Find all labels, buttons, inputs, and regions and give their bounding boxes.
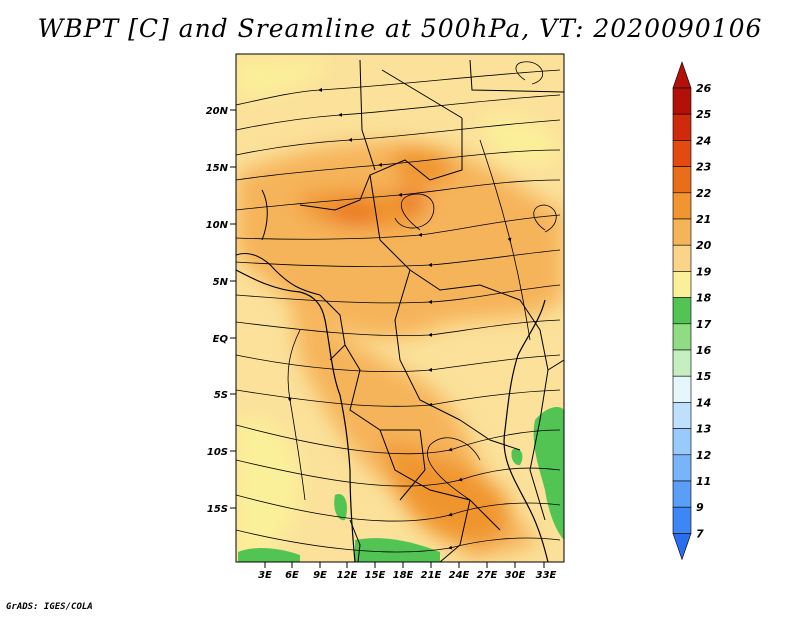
colorbar-segment [672,244,692,272]
colorbar-segment [672,192,692,220]
lat-axis [230,109,236,509]
colorbar-top-arrow [672,61,692,89]
lat-label-5n: 5N [213,277,229,288]
colorbar-bottom-arrow [672,533,692,561]
lat-label-15n: 15N [206,163,229,174]
lon-label-6e: 6E [285,570,299,581]
lat-label-20n: 20N [206,106,229,117]
colorbar: 26 25 24 23 22 21 20 19 18 17 16 15 14 13 12 11 9 7 [672,61,712,561]
chart-title: WBPT [C] and Sreamline at 500hPa, VT: 20… [37,14,763,43]
colorbar-segment [672,166,692,194]
colorbar-label: 9 [696,501,704,514]
colorbar-label: 15 [696,370,712,383]
colorbar-label: 14 [696,396,711,409]
colorbar-label: 18 [696,292,712,305]
colorbar-segment [672,349,692,377]
colorbar-label: 20 [696,239,712,252]
colorbar-segment [672,402,692,429]
colorbar-segment [672,271,692,298]
colorbar-segment [672,297,692,325]
colorbar-segment [672,506,692,534]
lon-label-3e: 3E [258,570,272,581]
lon-label-27e: 27E [477,570,498,581]
colorbar-segment [672,218,692,246]
colorbar-label: 25 [696,108,712,121]
lon-label-30e: 30E [505,570,526,581]
colorbar-label: 26 [696,82,712,95]
colorbar-segment [672,113,692,141]
colorbar-segment [672,428,692,456]
country-borders [236,59,564,562]
colorbar-label: 17 [696,318,712,331]
lon-label-21e: 21E [421,570,442,581]
lon-label-33e: 33E [536,570,557,581]
streamlines [236,61,561,553]
colorbar-label: 22 [696,187,712,200]
colorbar-label: 16 [696,344,712,357]
colorbar-segment [672,480,692,508]
colorbar-label: 11 [696,475,711,488]
colorbar-segment [672,140,692,167]
colorbar-segment [672,87,692,115]
lat-label-eq: EQ [213,334,229,345]
colorbar-label: 23 [696,161,712,174]
footer-credit: GrADS: IGES/COLA [6,602,93,612]
lon-label-24e: 24E [449,570,470,581]
lon-label-15e: 15E [365,570,386,581]
colorbar-segment [672,375,692,403]
colorbar-label: 21 [696,213,711,226]
lon-label-18e: 18E [393,570,414,581]
coastline [236,269,549,562]
lon-label-12e: 12E [337,570,358,581]
lon-label-9e: 9E [313,570,327,581]
colorbar-label: 24 [696,134,711,147]
colorbar-label: 13 [696,423,712,436]
colorbar-label: 12 [696,449,712,462]
lat-label-10n: 10N [206,220,229,231]
wbpt-shading [236,54,564,562]
map-frame [235,53,565,563]
colorbar-label: 7 [696,527,704,540]
lat-label-10s: 10S [207,447,228,458]
lon-axis [264,562,545,568]
colorbar-segment [672,454,692,482]
lat-label-5s: 5S [214,390,228,401]
colorbar-segment [672,323,692,351]
colorbar-label: 19 [696,265,712,278]
lat-label-15s: 15S [207,504,228,515]
